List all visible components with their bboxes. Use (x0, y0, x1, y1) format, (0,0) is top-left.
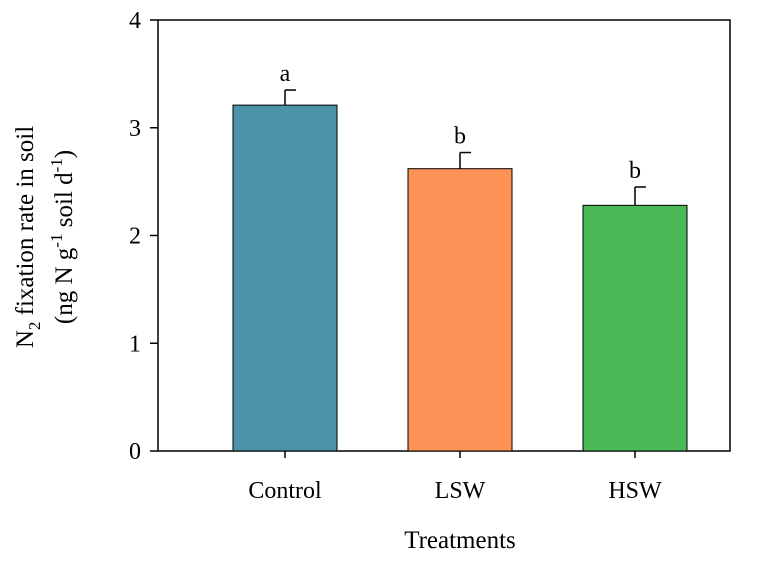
significance-label-hsw: b (629, 158, 641, 184)
y-tick-label: 0 (129, 439, 141, 465)
significance-letters: a b b (280, 61, 641, 184)
significance-label-lsw: b (454, 124, 466, 150)
y-tick-label: 3 (129, 116, 141, 142)
y-units-part2: soil d (51, 172, 78, 234)
y-tick-label: 2 (129, 224, 141, 250)
bar-control (232, 104, 338, 452)
y-axis: 0 1 2 3 4 (129, 8, 158, 465)
y-units-sup1: -1 (47, 234, 66, 248)
error-bars (284, 89, 646, 206)
y-title-rest: fixation rate in soil (12, 126, 39, 322)
bar-lsw (407, 168, 513, 452)
significance-label-control: a (280, 61, 291, 87)
x-tick-label-control: Control (248, 478, 322, 504)
y-title-subscript: 2 (25, 322, 44, 331)
y-units-sup2: -1 (47, 158, 66, 172)
bars (232, 104, 688, 452)
y-axis-title-line1: N2 fixation rate in soil (12, 126, 44, 348)
x-axis-title: Treatments (404, 527, 516, 554)
x-tick-label-lsw: LSW (435, 478, 486, 504)
x-axis: Control LSW HSW (248, 451, 662, 504)
y-units-part3: ) (51, 150, 78, 158)
y-tick-label: 4 (129, 8, 141, 34)
x-tick-label-hsw: HSW (608, 478, 662, 504)
y-units-part1: (ng N g (51, 247, 78, 324)
y-tick-label: 1 (129, 331, 141, 357)
y-title-n: N (12, 330, 39, 348)
bar-hsw (582, 204, 688, 452)
y-axis-title-line2: (ng N g-1 soil d-1) (47, 150, 78, 324)
plot-area: a b b (157, 19, 731, 452)
